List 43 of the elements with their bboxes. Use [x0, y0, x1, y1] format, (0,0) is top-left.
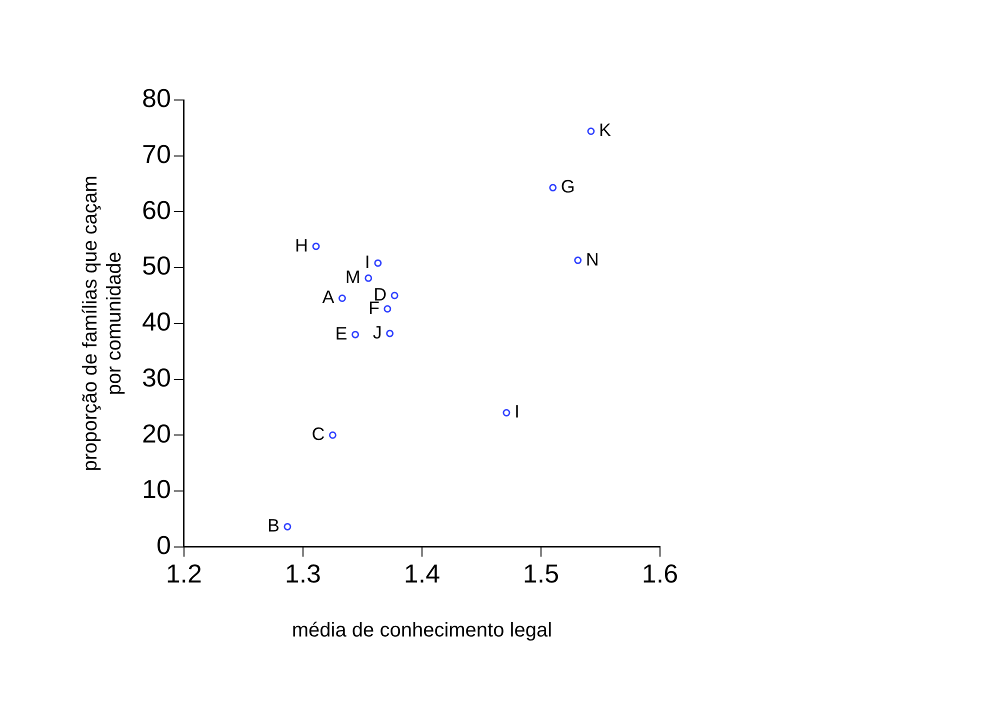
x-tick-label: 1.2 [166, 558, 202, 589]
point [574, 256, 582, 264]
point [352, 330, 360, 338]
point [364, 274, 372, 282]
annotation: K [598, 120, 611, 140]
annotation: E [335, 324, 348, 344]
y-tick-label: 30 [142, 362, 171, 392]
point [587, 128, 595, 136]
annotation: I [364, 252, 370, 272]
annotation: A [322, 287, 334, 308]
y-tick-label: 80 [142, 83, 171, 114]
y-tick-label: 0 [156, 530, 171, 560]
y-tick-label: 10 [142, 474, 171, 504]
annotation: B [267, 516, 280, 536]
point [384, 305, 392, 313]
annotation: N [586, 249, 599, 270]
annotation: H [295, 235, 308, 256]
y-axis-title: proporção de famílias que caçam por comunidade [80, 176, 126, 472]
point [284, 522, 292, 530]
point [328, 431, 336, 439]
point [390, 292, 398, 300]
annotation: J [372, 322, 382, 342]
point [502, 409, 510, 417]
x-tick-label: 1.3 [284, 558, 322, 589]
point [386, 330, 394, 338]
y-tick-label: 20 [142, 418, 171, 448]
annotation: C [312, 424, 325, 444]
x-tick-label: 1.6 [642, 558, 678, 589]
x-tick-label: 1.5 [522, 558, 560, 589]
annotation: M [345, 267, 360, 288]
annotation: G [560, 176, 575, 197]
point [312, 242, 320, 250]
point [338, 294, 346, 302]
y-tick-label: 60 [142, 194, 171, 225]
annotation: D [374, 284, 387, 304]
y-tick-label: 40 [142, 306, 171, 337]
y-tick-label: 70 [142, 139, 171, 170]
x-tick-label: 1.4 [404, 558, 440, 589]
x-axis-title: média de conhecimento legal [292, 620, 552, 642]
y-tick-label: 50 [142, 250, 171, 281]
annotation: I [514, 402, 520, 422]
point [549, 184, 557, 192]
point [374, 259, 382, 267]
